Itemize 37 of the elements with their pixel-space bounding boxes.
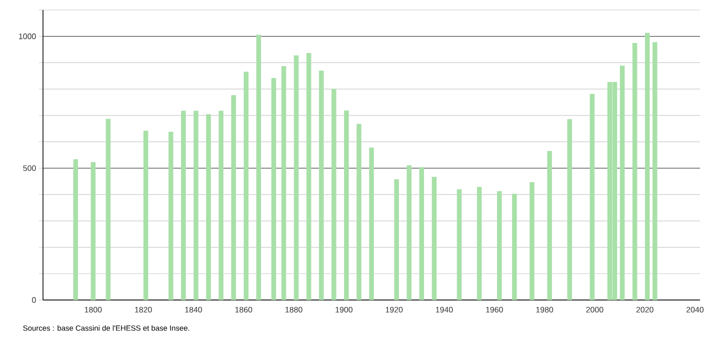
bar: [567, 119, 572, 300]
bar: [181, 110, 186, 300]
bar: [90, 162, 96, 300]
bar: [73, 159, 78, 300]
bar: [143, 130, 148, 300]
bar: [231, 95, 236, 300]
bar: [332, 88, 336, 300]
bar: [256, 34, 262, 300]
bar: [294, 55, 299, 300]
bar: [512, 194, 517, 300]
bar: [369, 148, 374, 300]
bar: [419, 167, 424, 300]
bar: [632, 42, 638, 300]
bar: [590, 94, 595, 300]
bar: [168, 132, 174, 300]
bar: [306, 52, 312, 300]
bar: [218, 110, 224, 300]
bar: [318, 70, 324, 300]
bar: [432, 176, 437, 300]
bar: [652, 42, 658, 300]
bar: [476, 186, 482, 300]
bar: [206, 114, 211, 300]
bar: [394, 179, 399, 300]
bar: [620, 66, 625, 300]
bar: [497, 191, 502, 300]
bar: [194, 110, 198, 300]
bar: [244, 72, 249, 300]
bar: [530, 182, 534, 300]
bar: [281, 66, 286, 300]
bar: [406, 165, 412, 300]
bar: [456, 189, 462, 300]
bar: [271, 78, 276, 300]
bar: [644, 32, 650, 300]
bar: [106, 118, 111, 300]
bar: [344, 110, 349, 300]
bar: [356, 124, 362, 300]
bar: [547, 151, 552, 300]
